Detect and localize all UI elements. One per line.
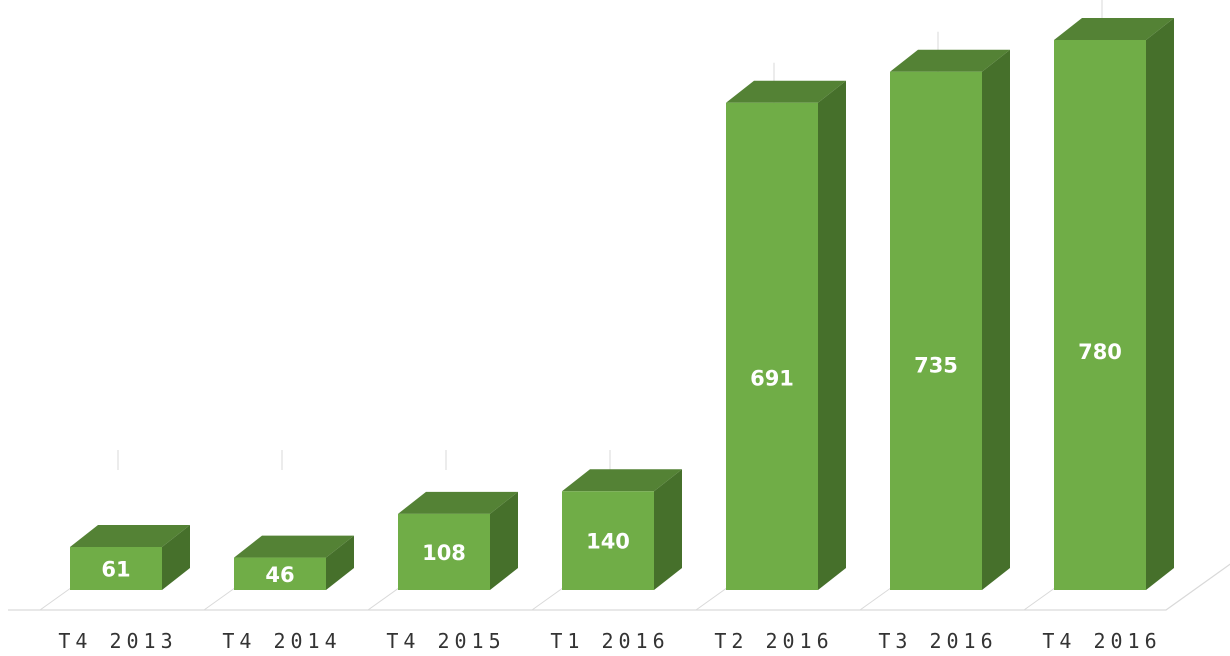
- bar-6: [890, 49, 1010, 590]
- bar-front-face: [398, 513, 490, 590]
- bar-top-face: [726, 80, 846, 103]
- bar-3: [398, 491, 518, 590]
- x-tick-label: T4 2015: [386, 629, 505, 653]
- data-label: 108: [422, 541, 466, 565]
- bar-top-face: [562, 469, 682, 492]
- x-tick-label: T3 2016: [878, 629, 997, 653]
- bar-side-face: [818, 80, 846, 590]
- floor-edge: [8, 563, 1230, 611]
- bar-side-face: [490, 491, 518, 590]
- bar-2: [234, 535, 354, 590]
- data-label: 46: [265, 563, 294, 587]
- bar-front-face: [234, 557, 326, 590]
- x-tick-label: T4 2014: [222, 629, 341, 653]
- bar-top-face: [1054, 18, 1174, 40]
- x-tick-label: T1 2016: [550, 629, 669, 653]
- bar-front-face: [890, 71, 982, 590]
- x-tick-label: T4 2013: [58, 629, 177, 653]
- x-axis-tick-labels: T4 2013 T4 2014 T4 2015 T1 2016 T2 2016 T3 20…: [58, 629, 1161, 653]
- bar-top-face: [398, 491, 518, 514]
- data-label: 735: [914, 353, 958, 377]
- data-label: 780: [1078, 340, 1122, 364]
- bar-top-face: [234, 535, 354, 558]
- x-tick-label: T4 2016: [1042, 629, 1161, 653]
- bar-5: [726, 80, 846, 590]
- bar-top-face: [70, 524, 190, 547]
- bar-side-face: [654, 469, 682, 590]
- bar-front-face: [1054, 40, 1146, 590]
- bar-1: [70, 524, 190, 590]
- data-label: 691: [750, 366, 794, 390]
- bars: [70, 18, 1174, 590]
- bar-side-face: [162, 524, 190, 590]
- bar-4: [562, 469, 682, 590]
- bar-side-face: [326, 535, 354, 590]
- bar-7: [1054, 18, 1174, 590]
- bar-front-face: [562, 491, 654, 590]
- data-label: 61: [101, 557, 130, 581]
- data-label: 140: [586, 530, 630, 554]
- bar-front-face: [726, 102, 818, 590]
- x-tick-label: T2 2016: [714, 629, 833, 653]
- bar-top-face: [890, 49, 1010, 72]
- bar-side-face: [982, 49, 1010, 590]
- bar-front-face: [70, 546, 162, 590]
- data-labels: 61 46 108 140 691 735 780: [101, 340, 1122, 587]
- bar-side-face: [1146, 18, 1174, 590]
